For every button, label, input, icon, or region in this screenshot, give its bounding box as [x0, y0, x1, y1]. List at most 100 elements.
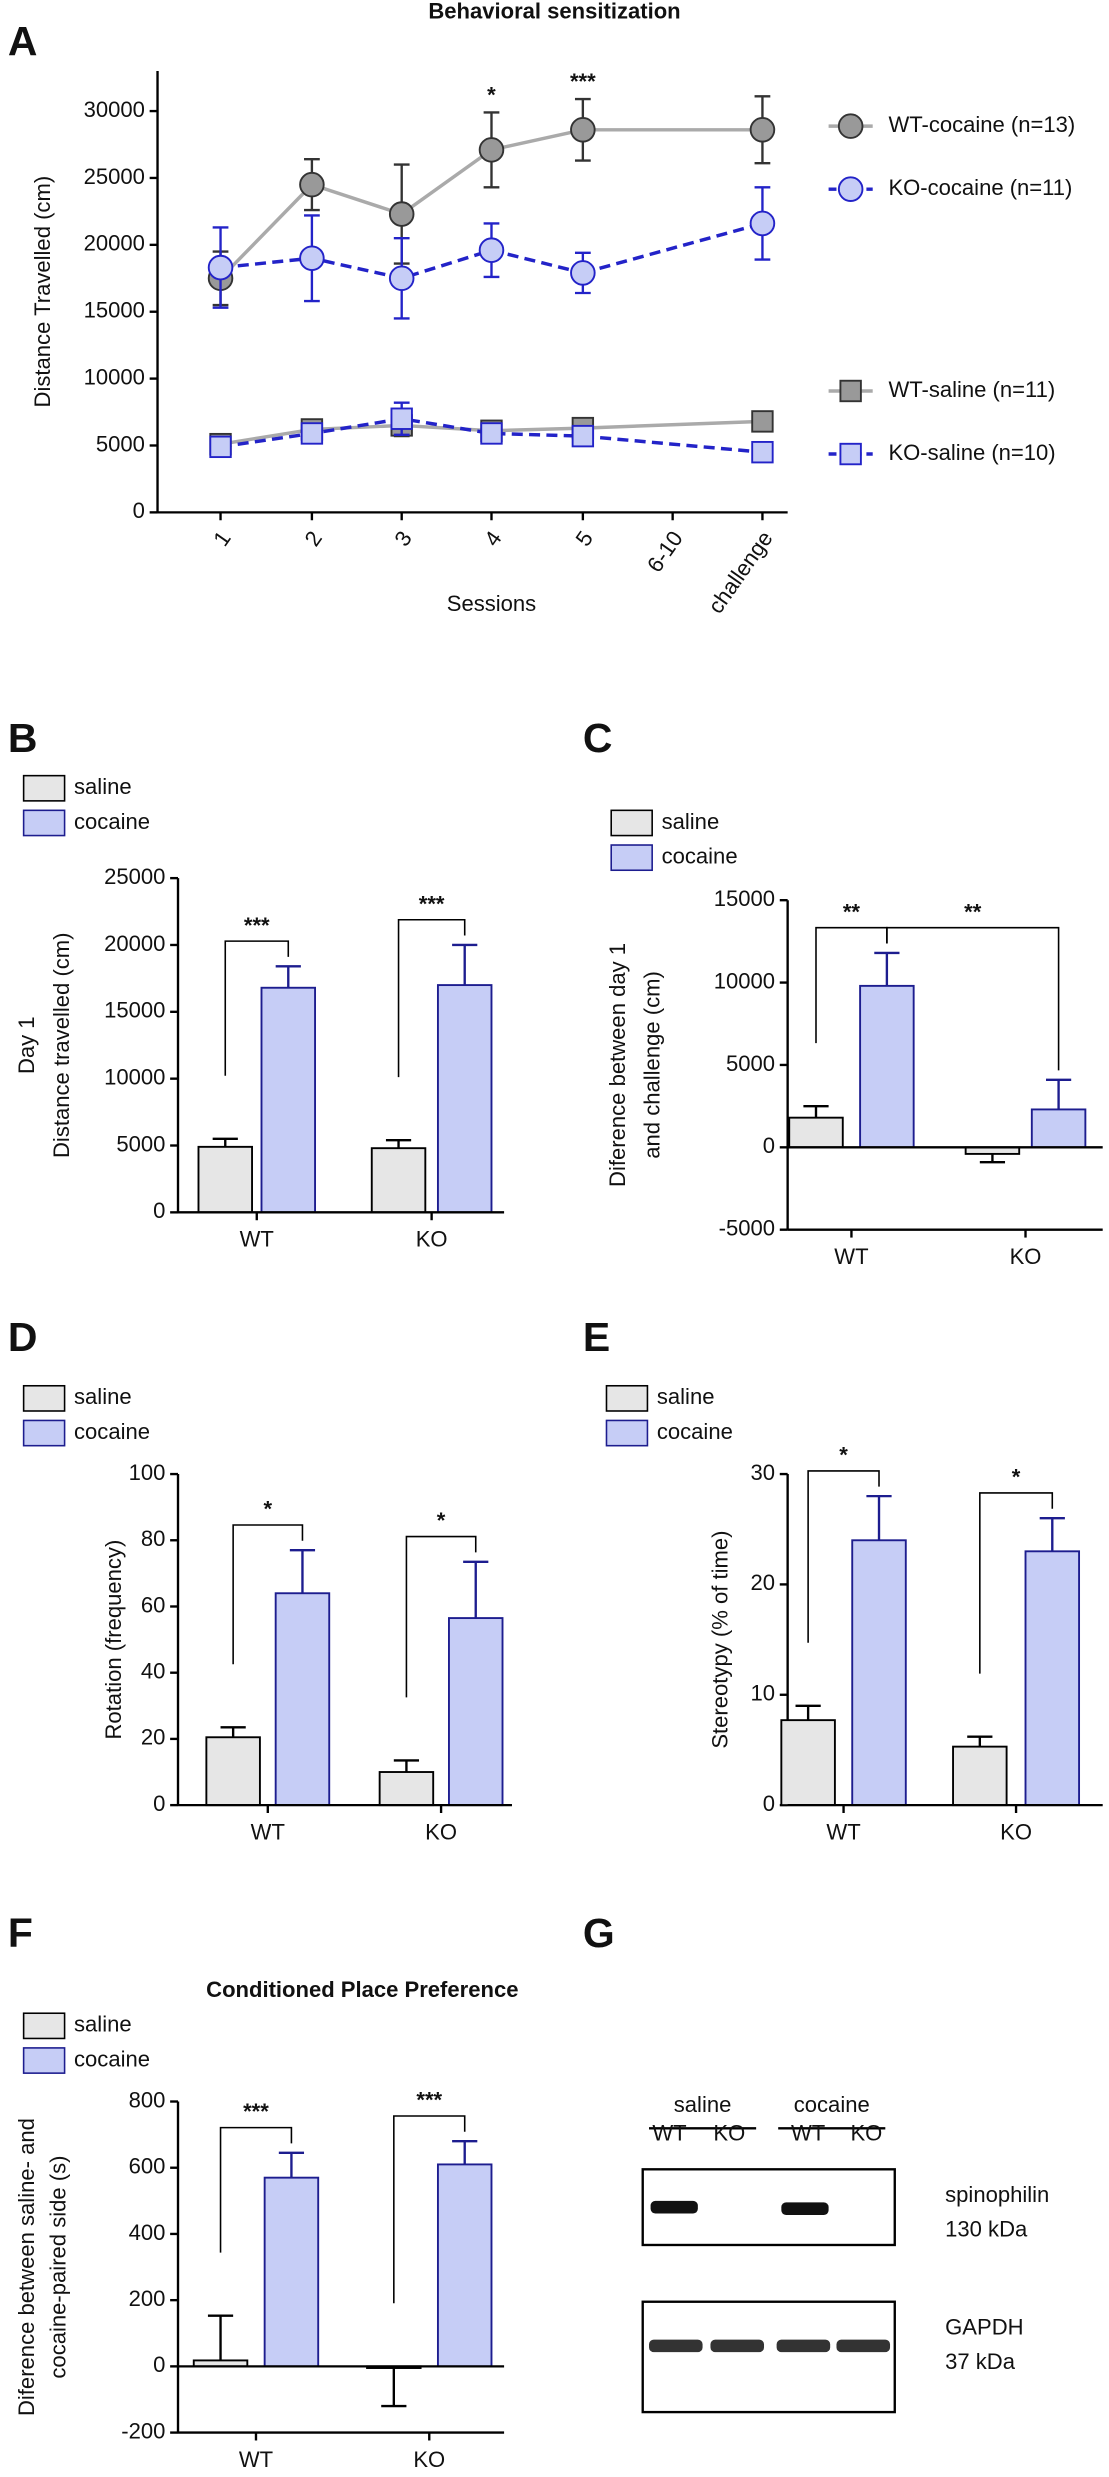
error-bar — [803, 1104, 829, 1118]
y-tick-label: 0 — [153, 1198, 165, 1223]
bar — [370, 1147, 427, 1214]
legend-marker — [837, 113, 864, 139]
legend-marker — [837, 176, 864, 202]
error-bar — [393, 1759, 420, 1773]
y-tick-label: 5000 — [96, 431, 145, 456]
blot: G saline cocaine WT KO WT KO spinophilin… — [583, 1910, 1049, 2414]
legend-label: saline — [662, 809, 720, 834]
error-bar — [866, 1494, 892, 1541]
legend-swatch — [610, 809, 653, 837]
legend-label: KO-saline (n=10) — [888, 440, 1055, 465]
lane-label: KO — [850, 2120, 882, 2145]
y-tick-label: 20 — [751, 1570, 776, 1595]
y-axis-title: Day 1 — [14, 1016, 39, 1074]
bar — [274, 1592, 331, 1807]
bar — [197, 1145, 253, 1214]
annotation: *** — [419, 891, 445, 916]
point — [570, 260, 596, 286]
y-axis-title: Diference between day 1 — [605, 943, 630, 1187]
legend-swatch — [22, 2047, 66, 2074]
y-tick-label: 15000 — [104, 998, 165, 1023]
legend-swatch — [22, 1384, 66, 1412]
lane-label: WT — [652, 2120, 686, 2145]
annotation: *** — [570, 69, 596, 94]
y-tick-label: 5000 — [116, 1131, 165, 1156]
line-connector — [582, 419, 763, 430]
y-tick-label: 5000 — [726, 1051, 775, 1076]
y-tick-label: -200 — [121, 2418, 165, 2443]
bracket — [219, 2126, 293, 2253]
error-bar — [1045, 1078, 1072, 1110]
y-tick-label: 25000 — [84, 164, 145, 189]
legend-label: saline — [657, 1384, 715, 1409]
y-axis-title: Distance travelled (cm) — [49, 932, 74, 1158]
annotation: * — [839, 1443, 848, 1468]
x-tick-label: KO — [425, 1819, 457, 1844]
x-tick-label: 4 — [479, 526, 507, 550]
x-tick-label: 5 — [571, 526, 599, 550]
bar — [788, 1116, 844, 1149]
point — [571, 424, 595, 448]
y-tick-label: 80 — [141, 1526, 166, 1551]
point — [390, 407, 413, 430]
annotation: *** — [244, 913, 270, 938]
point — [478, 137, 505, 163]
bar — [851, 1539, 907, 1807]
error-bar — [874, 951, 900, 986]
error-bar — [289, 1549, 316, 1594]
error-bar — [381, 2368, 407, 2408]
bar — [448, 1617, 504, 1807]
bar — [1024, 1550, 1081, 1807]
y-tick-label: 800 — [129, 2087, 166, 2112]
legend-marker — [839, 442, 862, 466]
lane-label: KO — [713, 2120, 745, 2145]
bracket — [405, 1535, 477, 1698]
error-bar — [463, 1560, 489, 1619]
x-tick-label: 1 — [208, 526, 236, 550]
y-tick-label: 10000 — [104, 1064, 165, 1089]
point — [209, 435, 232, 459]
x-tick-label: KO — [1000, 1819, 1032, 1844]
x-tick-label: 3 — [389, 526, 417, 550]
blot-row-label: 37 kDa — [945, 2349, 1016, 2374]
line-connector — [582, 221, 763, 275]
error-bar — [452, 943, 478, 986]
panel-label: C — [583, 715, 613, 761]
legend-label: saline — [74, 2012, 132, 2037]
y-tick-label: 15000 — [714, 886, 775, 911]
point — [480, 422, 503, 445]
bar — [1030, 1108, 1087, 1149]
bar — [436, 984, 493, 1214]
annotation: * — [1012, 1465, 1021, 1490]
lane-label: WT — [791, 2120, 825, 2145]
error-bar — [212, 1137, 238, 1147]
bar — [378, 1771, 435, 1807]
legend-label: cocaine — [657, 1419, 733, 1444]
bar — [436, 2163, 493, 2368]
y-tick-label: 0 — [153, 2352, 165, 2377]
y-tick-label: -5000 — [719, 1216, 775, 1241]
y-tick-label: 0 — [763, 1791, 775, 1816]
legend-label: saline — [74, 774, 132, 799]
y-axis-title: Rotation (frequency) — [101, 1540, 126, 1740]
error-bar — [452, 2140, 478, 2165]
y-axis-title: Distance Travelled (cm) — [30, 176, 55, 408]
x-tick-label: challenge — [703, 526, 778, 618]
annotation: ** — [843, 899, 861, 924]
legend-swatch — [610, 844, 653, 872]
legend-label: cocaine — [74, 809, 150, 834]
y-tick-label: 30 — [751, 1460, 776, 1485]
bar — [859, 984, 915, 1149]
legend-label: cocaine — [74, 2046, 150, 2071]
legend-swatch — [22, 774, 66, 802]
legend-marker — [839, 379, 862, 403]
blot-row-label: 130 kDa — [945, 2217, 1028, 2242]
x-tick-label: KO — [1010, 1244, 1042, 1269]
point — [207, 254, 234, 281]
annotation: * — [487, 82, 496, 107]
x-tick-label: WT — [834, 1244, 868, 1269]
y-tick-label: 600 — [129, 2154, 166, 2179]
bracket — [979, 1492, 1054, 1674]
annotation: *** — [416, 2088, 442, 2113]
